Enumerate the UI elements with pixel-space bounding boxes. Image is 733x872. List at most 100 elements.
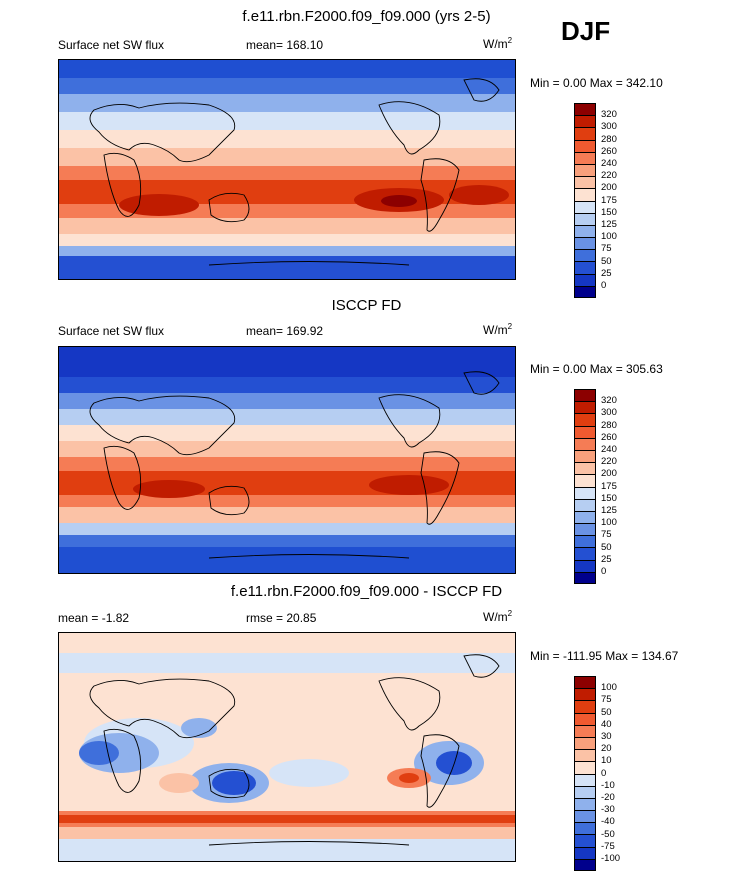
panel3-colorbar-tick-label: -75 [601,840,615,852]
panel1-colorbar-tick-label: 50 [601,255,612,267]
panel2-colorbar-swatch [574,401,596,414]
panel1-colorbar-tick-label: 150 [601,206,617,218]
panel1-colorbar-swatch [574,103,596,116]
panel1-colorbar: 320 300 280 260 240 220 200 175 150 125 100 75 50 25 0 [574,103,617,298]
panel1-colorbar-swatch [574,163,596,177]
panel1-colorbar-swatch [574,115,596,128]
panel3-colorbar-swatch [574,834,596,847]
panel3-colorbar-swatch [574,785,596,798]
panel2-colorbar: 320 300 280 260 240 220 200 175 150 125 100 75 50 25 0 [574,389,617,584]
panel2-title: ISCCP FD [331,297,402,314]
panel2-colorbar-swatch [574,486,596,499]
panel2-units-sup: 2 [507,322,513,331]
panel1-colorbar-swatch [574,249,596,262]
panel1-colorbar-swatch [574,188,596,201]
panel1-colorbar-swatch [574,237,596,250]
panel2-colorbar-tick-label: 125 [601,505,617,516]
panel3-units-sup: 2 [507,609,513,618]
panel3-colorbar-tick-label: 0 [601,767,607,779]
panel3-colorbar-tick-label: 30 [601,731,612,742]
panel1-colorbar-swatch [574,200,596,213]
panel2-colorbar-swatch [574,535,596,548]
panel2-map [58,346,516,574]
panel1-map-plot [59,60,515,279]
panel2-colorbar-swatch [574,462,596,475]
panel2-colorbar-swatch [574,474,596,487]
panel3-colorbar-tick-label: -20 [601,792,615,803]
panel3-colorbar-swatch [574,700,596,713]
panel2-colorbar-tick-label: 260 [601,431,617,443]
panel3-colorbar-swatch [574,858,596,871]
panel3-colorbar-swatch [574,676,596,689]
panel1-units-sup: 2 [507,36,513,45]
panel3-units-text: W/m [483,610,508,624]
panel3-rmse-label: rmse = 20.85 [246,611,317,625]
panel1-colorbar-tick-label: 200 [601,182,617,194]
panel3-colorbar-swatch [574,749,596,762]
panel3-colorbar-tick-label: -40 [601,816,615,828]
panel2-colorbar-tick-label: 25 [601,553,612,565]
panel2-colorbar-tick-label: 300 [601,407,617,419]
panel2-colorbar-tick-label: 175 [601,480,617,492]
panel1-colorbar-swatch [574,285,596,298]
panel3-colorbar-tick-label: 40 [601,718,612,730]
panel2-colorbar-swatch [574,437,596,450]
panel2-colorbar-tick-label: 0 [601,566,607,577]
panel3-colorbar-tick-label: 10 [601,755,612,767]
panel1-map [58,59,516,280]
panel2-colorbar-tick-label: 50 [601,541,612,553]
panel1-colorbar-tick-label: 280 [601,133,617,145]
panel2-colorbar-tick-label: 150 [601,492,617,504]
panel2-colorbar-swatch [574,413,596,426]
panel2-units: W/m2 [483,322,512,337]
panel1-colorbar-swatch [574,273,596,286]
panel2-colorbar-swatch [574,449,596,463]
panel3-colorbar-swatch [574,688,596,701]
panel1-colorbar-tick-label: 0 [601,280,607,291]
panel2-variable-label: Surface net SW flux [58,324,165,338]
panel1-variable-label: Surface net SW flux [58,38,165,52]
panel1-colorbar-swatch [574,224,596,238]
panel3-colorbar-tick-label: 50 [601,706,612,718]
panel1-colorbar-tick-label: 320 [601,109,617,121]
panel2-colorbar-tick-label: 240 [601,444,617,455]
panel1-colorbar-swatch [574,261,596,274]
panel2-units-text: W/m [483,323,508,337]
panel2-colorbar-swatch [574,389,596,402]
panel1-colorbar-tick-label: 125 [601,219,617,230]
season-label: DJF [561,16,611,46]
panel3-units: W/m2 [483,609,512,624]
panel1-colorbar-swatch [574,212,596,225]
panel3-colorbar-tick-label: -10 [601,779,615,791]
panel1-colorbar-swatch [574,151,596,164]
panel1-colorbar-tick-label: 175 [601,194,617,206]
panel3-colorbar-tick-label: 75 [601,694,612,706]
panel3-colorbar-swatch [574,724,596,737]
panel3-colorbar-tick-label: -30 [601,804,615,816]
panel2-minmax: Min = 0.00 Max = 305.63 [530,362,663,376]
panel1-minmax: Min = 0.00 Max = 342.10 [530,76,663,90]
panel3-colorbar-swatch [574,810,596,823]
panel3-colorbar-swatch [574,797,596,811]
panel2-colorbar-swatch [574,425,596,438]
panel2-colorbar-swatch [574,498,596,511]
panel1-colorbar-tick-label: 260 [601,145,617,157]
panel3-title: f.e11.rbn.F2000.f09_f09.000 - ISCCP FD [230,583,503,600]
panel1-colorbar-tick-label: 220 [601,170,617,182]
panel2-mean-label: mean= 169.92 [246,324,324,338]
panel1-colorbar-tick-label: 300 [601,121,617,133]
panel3-map [58,632,516,862]
panel3-colorbar-swatch [574,822,596,835]
panel3-colorbar-swatch [574,846,596,859]
panel3-colorbar-tick-label: 20 [601,743,612,755]
panel3-minmax: Min = -111.95 Max = 134.67 [530,649,679,663]
panel2-colorbar-swatch [574,523,596,536]
panel2-colorbar-tick-label: 280 [601,419,617,431]
panel2-colorbar-tick-label: 75 [601,529,612,541]
panel3-colorbar-swatch [574,761,596,774]
panel2-colorbar-tick-label: 200 [601,468,617,480]
panel2-colorbar-swatch [574,559,596,572]
panel3-colorbar-swatch [574,712,596,725]
panel1-colorbar-tick-label: 25 [601,267,612,279]
panel3-colorbar-swatch [574,736,596,750]
